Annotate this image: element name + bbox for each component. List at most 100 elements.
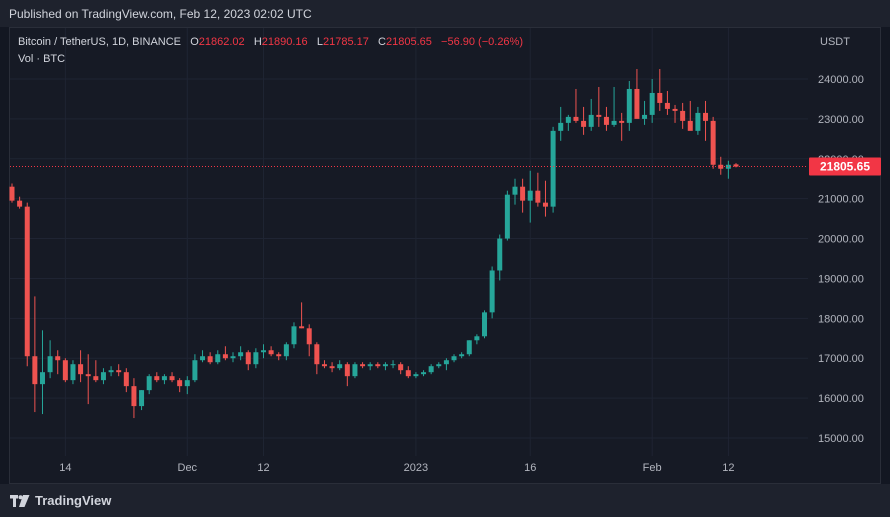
candle-body [177,380,183,387]
candle-body [116,370,122,373]
footer-bar: TradingView [0,484,890,517]
candle-body [634,88,640,119]
candle-body [276,354,282,357]
candle-body [222,354,228,359]
candle-body [588,114,594,127]
high-value: 21890.16 [261,36,308,48]
candle-body [657,92,663,103]
candle-body [520,186,526,201]
candle-body [360,364,366,367]
close-label: C [378,36,386,48]
candle-body [603,116,609,125]
candle-body [535,190,541,203]
candle-body [24,206,30,357]
candle-body [139,390,145,407]
x-tick-label: 16 [524,462,536,474]
candle-body [215,354,221,363]
y-tick-label: 15000.00 [818,433,864,445]
candle-body [405,370,411,377]
symbol-legend: Bitcoin / TetherUS, 1D, BINANCE O21862.0… [18,36,523,48]
candle-body [436,364,442,367]
candle-body [283,344,289,357]
candle-body [680,110,686,121]
candle-body [611,120,617,125]
x-tick-label: Dec [178,462,198,474]
candle-body [17,200,23,207]
candle-body [573,116,579,121]
candle-body [146,376,152,391]
candle-body [123,372,129,387]
y-axis-ticks: 15000.00 16000.00 17000.00 18000.00 19000.00… [818,74,864,445]
candle-body [718,164,724,169]
candle-body [70,364,76,381]
grid-lines [10,28,808,456]
tradingview-logo[interactable]: TradingView [10,493,111,508]
volume-legend: Vol · BTC [18,53,66,65]
candle-body [192,360,198,381]
candle-body [47,356,53,373]
candle-body [504,194,510,239]
x-tick-label: 14 [59,462,71,474]
close-value: 21805.65 [385,36,432,48]
y-tick-label: 21000.00 [818,194,864,206]
published-text: Published on TradingView.com, Feb 12, 20… [9,7,312,21]
x-axis-ticks: 14 Dec 12 2023 16 Feb 12 [59,462,734,474]
candle-body [733,164,739,167]
y-tick-label: 16000.00 [818,393,864,405]
candle-body [642,114,648,119]
brand-name: TradingView [35,493,112,508]
candle-body [78,364,84,375]
candle-body [200,356,206,361]
y-tick-label: 23000.00 [818,114,864,126]
x-tick-label: 12 [257,462,269,474]
candle-body [443,360,449,365]
y-tick-label: 19000.00 [818,273,864,285]
candle-body [703,112,709,121]
low-label: L [316,36,323,48]
candle-body [474,336,480,341]
candle-body [9,186,15,201]
last-price-label: 21805.65 [820,160,870,174]
candle-body [672,108,678,111]
candle-body [314,344,320,365]
candle-body [710,120,716,165]
candle-body [565,116,571,123]
candle-body [451,356,457,361]
candle-body [39,372,45,385]
high-label: H [253,36,262,48]
candle-body [390,364,396,366]
candle-body [695,112,701,131]
y-tick-label: 24000.00 [818,74,864,86]
y-tick-label: 20000.00 [818,234,864,246]
candle-body [55,356,61,361]
open-value: 21862.02 [198,36,245,48]
candle-body [306,328,312,345]
y-tick-label: 18000.00 [818,313,864,325]
chart-pane[interactable] [9,27,881,484]
low-value: 21785.17 [322,36,369,48]
candle-body [497,238,503,271]
candle-body [581,120,587,127]
candle-body [352,364,358,377]
open-label: O [190,36,199,48]
candle-body [62,360,68,381]
candle-body [489,270,495,313]
candle-body [542,202,548,207]
candle-body [596,114,602,117]
candle-body [421,372,427,375]
candle-body [321,364,327,367]
candle-body [512,186,518,195]
candle-body [664,102,670,109]
candle-body [253,352,259,365]
candle-body [245,352,251,365]
price-unit: USDT [820,36,850,48]
change-value: −56.90 (−0.26%) [441,36,523,48]
candle-body [93,376,99,381]
last-price-marker: 21805.65 [10,157,881,176]
symbol-name: Bitcoin / TetherUS, 1D, BINANCE [18,36,182,48]
candle-body [428,366,434,373]
candle-body [169,376,175,381]
candle-body [413,374,419,377]
candle-body [687,120,693,131]
